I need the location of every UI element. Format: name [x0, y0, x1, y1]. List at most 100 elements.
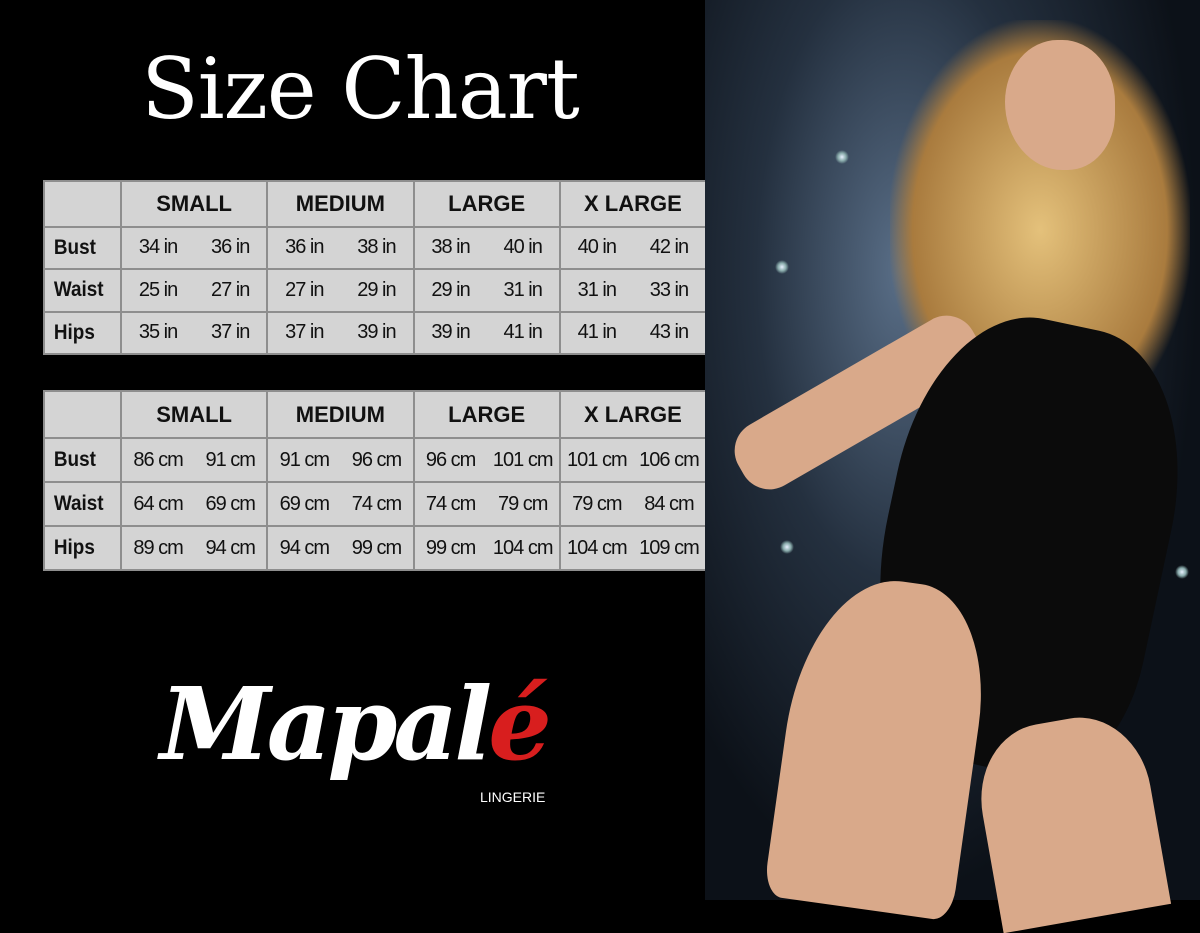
min-measure: 91 cm	[279, 448, 330, 471]
logo-accent: é	[488, 665, 552, 783]
header-size: SMALL	[119, 180, 269, 228]
size-cell: 35 in 37 in	[119, 310, 269, 356]
max-measure: 74 cm	[351, 492, 402, 515]
max-measure: 38 in	[357, 236, 396, 259]
min-measure: 34 in	[138, 236, 178, 259]
size-cell: 29 in 31 in	[412, 268, 561, 313]
header-size: MEDIUM	[266, 389, 415, 440]
header-size: LARGE	[412, 180, 561, 228]
logo-subtitle: LINGERIE	[480, 789, 546, 805]
cm-size-table: SMALL MEDIUM LARGE X LARGE Bust 86 cm 91 c…	[43, 389, 708, 571]
header-blank	[43, 180, 122, 228]
header-size: LARGE	[412, 389, 561, 440]
size-cell: 41 in 43 in	[558, 310, 708, 356]
max-measure: 84 cm	[644, 492, 694, 515]
max-measure: 27 in	[211, 278, 250, 301]
size-cell: 104 cm 109 cm	[558, 525, 708, 571]
max-measure: 109 cm	[639, 536, 700, 559]
max-measure: 39 in	[357, 321, 396, 344]
max-measure: 69 cm	[205, 492, 255, 515]
size-cell: 25 in 27 in	[119, 268, 269, 313]
size-cell: 99 cm 104 cm	[412, 525, 561, 571]
min-measure: 40 in	[577, 236, 617, 259]
max-measure: 104 cm	[492, 536, 554, 559]
row-label: Hips	[43, 525, 115, 571]
min-measure: 89 cm	[133, 536, 183, 559]
min-measure: 69 cm	[279, 492, 330, 515]
max-measure: 91 cm	[205, 448, 255, 471]
table-row: Waist 25 in 27 in 27 in 29 in 29 in 31 in 31 in…	[43, 268, 708, 313]
table-row: Bust 86 cm 91 cm 91 cm 96 cm 96 cm 101 cm 101 c…	[43, 437, 708, 484]
size-cell: 89 cm 94 cm	[119, 525, 269, 571]
size-cell: 86 cm 91 cm	[119, 437, 269, 484]
table-header-row: SMALL MEDIUM LARGE X LARGE	[43, 180, 708, 228]
max-measure: 96 cm	[351, 448, 402, 471]
header-blank	[43, 389, 122, 440]
min-measure: 29 in	[431, 278, 470, 301]
header-size: SMALL	[119, 389, 269, 440]
min-measure: 31 in	[577, 278, 617, 301]
row-label: Hips	[43, 310, 115, 356]
max-measure: 33 in	[649, 278, 689, 301]
min-measure: 74 cm	[425, 492, 476, 515]
size-cell: 96 cm 101 cm	[412, 437, 561, 484]
header-size: X LARGE	[558, 389, 708, 440]
size-cell: 79 cm 84 cm	[558, 481, 708, 528]
size-cell: 38 in 40 in	[412, 225, 561, 271]
row-label: Bust	[43, 437, 115, 484]
size-cell: 39 in 41 in	[412, 310, 561, 356]
brand-logo: Mapalé LINGERIE	[160, 665, 580, 805]
size-cell: 91 cm 96 cm	[266, 437, 415, 484]
row-label: Waist	[43, 268, 115, 313]
size-cell: 69 cm 74 cm	[266, 481, 415, 528]
min-measure: 94 cm	[279, 536, 330, 559]
header-size: X LARGE	[558, 180, 708, 228]
table-row: Waist 64 cm 69 cm 69 cm 74 cm 74 cm 79 cm 79 cm…	[43, 481, 708, 528]
table-row: Bust 34 in 36 in 36 in 38 in 38 in 40 in 40 in 4…	[43, 225, 708, 271]
min-measure: 38 in	[431, 236, 470, 259]
min-measure: 64 cm	[133, 492, 183, 515]
min-measure: 101 cm	[567, 448, 628, 471]
max-measure: 101 cm	[492, 448, 554, 471]
max-measure: 41 in	[503, 321, 543, 344]
max-measure: 31 in	[503, 278, 543, 301]
size-cell: 40 in 42 in	[558, 225, 708, 271]
row-label: Waist	[43, 481, 115, 528]
max-measure: 94 cm	[205, 536, 255, 559]
min-measure: 86 cm	[133, 448, 183, 471]
max-measure: 106 cm	[639, 448, 700, 471]
min-measure: 104 cm	[567, 536, 628, 559]
min-measure: 35 in	[138, 321, 178, 344]
max-measure: 29 in	[357, 278, 396, 301]
max-measure: 40 in	[503, 236, 543, 259]
min-measure: 39 in	[431, 321, 470, 344]
size-cell: 37 in 39 in	[266, 310, 415, 356]
min-measure: 96 cm	[425, 448, 476, 471]
min-measure: 79 cm	[572, 492, 622, 515]
min-measure: 37 in	[285, 321, 324, 344]
table-header-row: SMALL MEDIUM LARGE X LARGE	[43, 389, 708, 440]
min-measure: 99 cm	[425, 536, 476, 559]
page-title: Size Chart	[141, 40, 579, 138]
min-measure: 41 in	[577, 321, 617, 344]
size-cell: 94 cm 99 cm	[266, 525, 415, 571]
min-measure: 27 in	[285, 278, 324, 301]
max-measure: 42 in	[649, 236, 689, 259]
logo-wordmark: Mapal	[160, 665, 492, 783]
size-cell: 36 in 38 in	[266, 225, 415, 271]
model-photo	[705, 0, 1200, 933]
min-measure: 36 in	[285, 236, 324, 259]
max-measure: 37 in	[211, 321, 250, 344]
table-row: Hips 89 cm 94 cm 94 cm 99 cm 99 cm 104 cm 104 c…	[43, 525, 708, 571]
min-measure: 25 in	[138, 278, 178, 301]
header-size: MEDIUM	[266, 180, 415, 228]
size-cell: 101 cm 106 cm	[558, 437, 708, 484]
table-row: Hips 35 in 37 in 37 in 39 in 39 in 41 in 41 in 4…	[43, 310, 708, 356]
size-cell: 27 in 29 in	[266, 268, 415, 313]
max-measure: 43 in	[649, 321, 689, 344]
max-measure: 36 in	[211, 236, 250, 259]
row-label: Bust	[43, 225, 115, 271]
size-cell: 64 cm 69 cm	[119, 481, 269, 528]
max-measure: 99 cm	[351, 536, 402, 559]
size-cell: 31 in 33 in	[558, 268, 708, 313]
